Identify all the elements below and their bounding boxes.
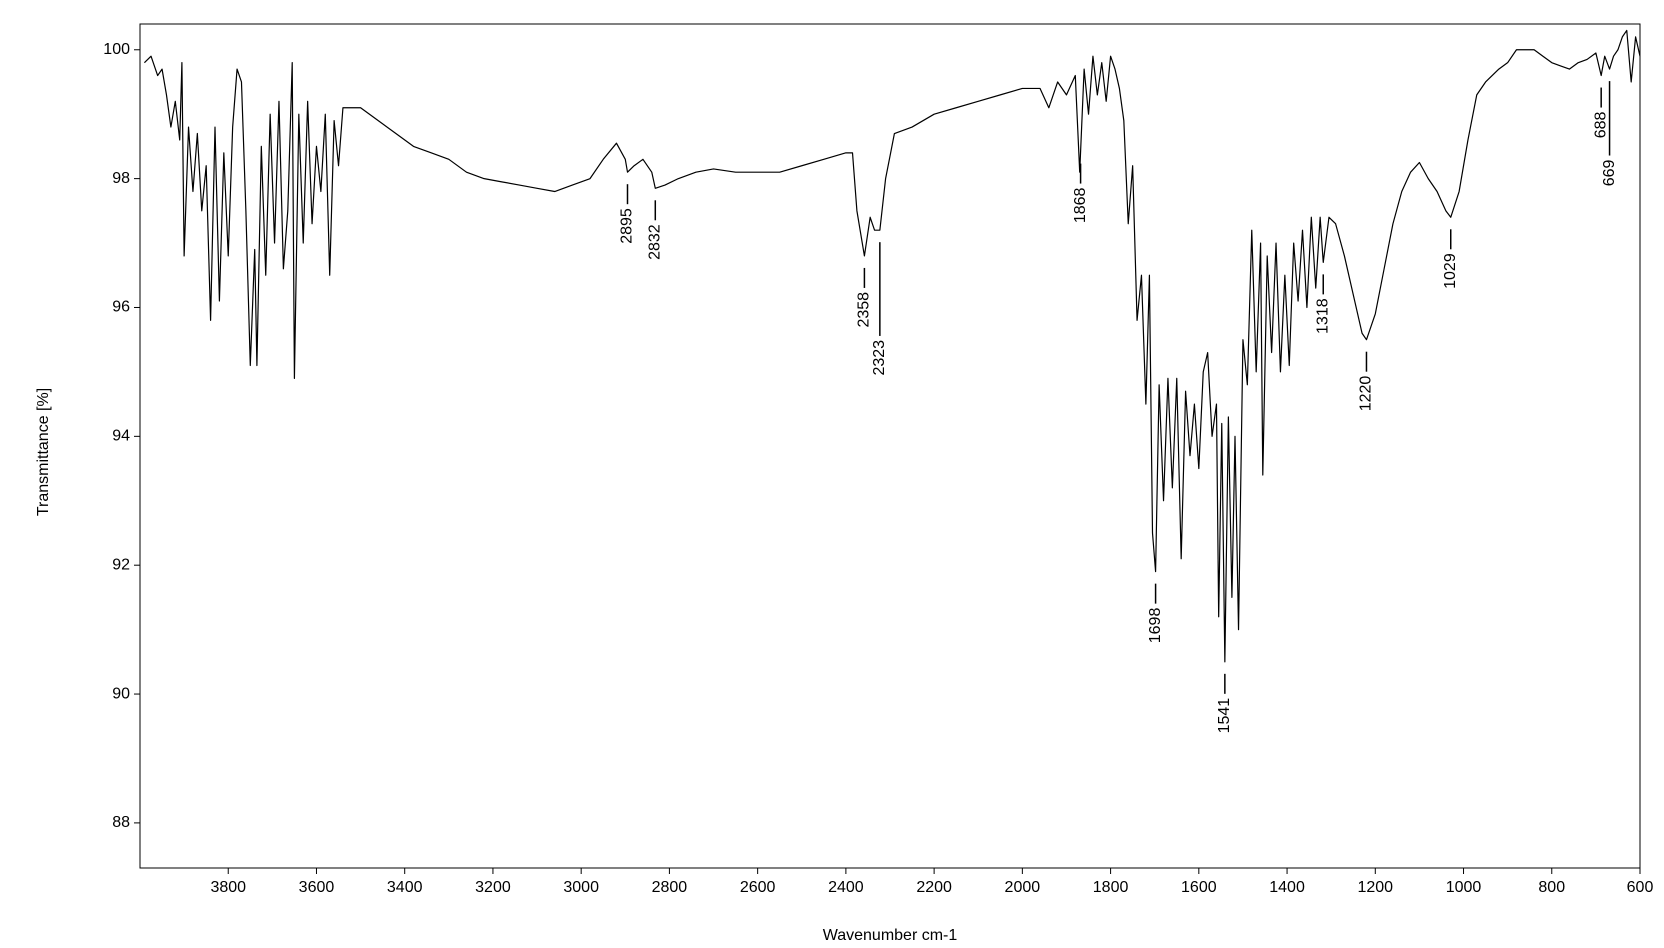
y-tick-label: 88: [112, 814, 130, 831]
y-tick-label: 100: [103, 41, 130, 58]
peak-label: 1541: [1216, 698, 1233, 734]
x-tick-label: 3200: [475, 879, 511, 896]
plot-frame: [139, 23, 1641, 869]
x-axis-label: Wavenumber cm-1: [823, 927, 958, 944]
y-axis-label: Transmittance [%]: [35, 388, 52, 516]
peak-label: 1698: [1147, 608, 1164, 644]
x-tick-label: 2400: [828, 879, 864, 896]
peak-label: 1318: [1314, 298, 1331, 334]
peak-label: 1868: [1072, 187, 1089, 223]
peak-label: 1029: [1442, 253, 1459, 289]
peak-label: 1220: [1358, 376, 1375, 412]
y-tick-label: 96: [112, 299, 130, 316]
peak-label: 2832: [647, 224, 664, 260]
x-tick-label: 1400: [1269, 879, 1305, 896]
peak-label: 2358: [856, 292, 873, 328]
x-tick-label: 3800: [210, 879, 246, 896]
x-tick-label: 600: [1627, 879, 1654, 896]
x-tick-label: 1200: [1357, 879, 1393, 896]
y-tick-label: 94: [112, 428, 130, 445]
x-tick-label: 2800: [652, 879, 688, 896]
y-tick-label: 92: [112, 556, 130, 573]
x-tick-label: 1800: [1093, 879, 1129, 896]
x-tick-label: 1600: [1181, 879, 1217, 896]
peak-label: 669: [1601, 159, 1618, 186]
spectrum-line: [143, 29, 1641, 663]
x-tick-label: 1000: [1446, 879, 1482, 896]
y-tick-label: 98: [112, 170, 130, 187]
x-tick-label: 3600: [299, 879, 335, 896]
x-tick-label: 800: [1538, 879, 1565, 896]
x-tick-label: 3000: [563, 879, 599, 896]
x-tick-label: 3400: [387, 879, 423, 896]
peak-label: 2323: [871, 340, 888, 376]
peak-label: 2895: [619, 208, 636, 244]
x-tick-label: 2600: [740, 879, 776, 896]
x-tick-label: 2200: [916, 879, 952, 896]
y-tick-label: 90: [112, 685, 130, 702]
peak-label: 688: [1592, 111, 1609, 138]
x-tick-label: 2000: [1005, 879, 1041, 896]
